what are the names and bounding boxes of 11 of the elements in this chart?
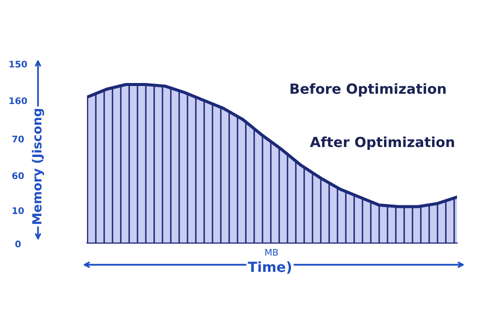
y-axis-title: Memory (Jiscong (32, 108, 44, 224)
text: 70 (12, 136, 24, 142)
text: MB (265, 248, 278, 256)
text: 60 (12, 172, 24, 180)
text: 0 (15, 240, 21, 248)
annotation: Before Optimization (290, 83, 446, 97)
annotation: After Optimization (310, 136, 454, 150)
text: 10 (12, 207, 24, 214)
text: 150 (10, 60, 27, 68)
text: 160 (10, 97, 27, 104)
x-axis-title: Time) (248, 261, 292, 274)
